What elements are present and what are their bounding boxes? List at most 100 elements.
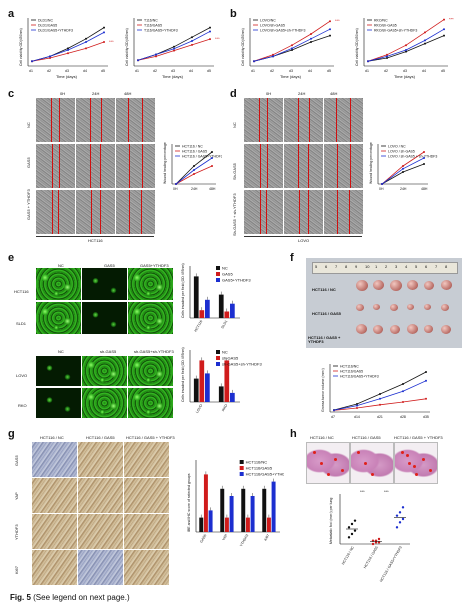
legend-swatch — [216, 278, 220, 282]
legend-label: RKO/sh-GAS5+sh-YTHDF3 — [374, 29, 417, 33]
x-tick-label: HCT116 / GAS5+YTHDF3 — [379, 545, 403, 582]
data-point — [379, 397, 381, 400]
wound-image — [244, 190, 283, 234]
wound-edge-line — [308, 98, 310, 142]
data-point — [379, 403, 381, 406]
bar — [224, 311, 230, 318]
data-point — [193, 173, 195, 175]
chart-b-1: d1 d2 d3 d4 d5 Time (days) Cell viability OD(4… — [241, 18, 340, 79]
wound-edge-line — [336, 98, 337, 142]
h-col-nc: HCT116 / NC — [310, 435, 334, 440]
figure-caption: Fig. 5 (See legend on next page.) — [10, 593, 130, 602]
x-tick-label: d2 — [153, 69, 157, 73]
metastatic-focus-marker — [415, 473, 418, 476]
x-tick-label: 24H — [191, 187, 198, 191]
wound-edge-line — [51, 98, 52, 142]
metastatic-focus-marker — [364, 462, 367, 465]
e-col-nc: NC — [58, 263, 64, 268]
wound-edge-line — [349, 190, 350, 234]
wound-edge-line — [141, 144, 143, 188]
ruler-number: 2 — [385, 264, 388, 269]
time-label-d-48h: 48H — [330, 91, 338, 96]
x-tick-label: d5 — [327, 69, 331, 73]
data-point — [353, 529, 357, 532]
e-row-hct116: HCT116 — [14, 289, 29, 294]
legend-label: LOVO / sh-GAS5 + sh-YTHDF3 — [388, 155, 437, 159]
tumor-specimen — [407, 280, 418, 290]
wound-edge-line — [129, 190, 130, 234]
data-point — [85, 47, 87, 50]
figure-caption-text: (See legend on next page.) — [33, 593, 130, 602]
wound-edge-line — [128, 144, 130, 188]
legend-swatch — [216, 272, 220, 276]
wound-edge-line — [267, 98, 268, 142]
row-label-d-shgas5-ythdf3: Sh-GAS5 + sh-YTHDF3 — [232, 193, 237, 236]
tumor-specimen — [356, 324, 367, 334]
e-row-lovo: LOVO — [16, 373, 28, 378]
significance-mark: *** — [360, 489, 365, 494]
wound-edge-line — [297, 98, 299, 142]
data-point — [211, 157, 213, 159]
bar — [199, 310, 205, 318]
transwell-image — [36, 268, 81, 300]
wound-edge-line — [59, 98, 60, 142]
legend-label: HCT116/GAS5 — [246, 466, 273, 471]
data-point — [402, 383, 404, 385]
y-axis-label: Cell viability OD(450nm) — [241, 28, 245, 66]
tumor-specimen — [390, 324, 400, 334]
bar — [229, 496, 234, 532]
wound-image — [36, 98, 75, 142]
data-point — [423, 157, 425, 159]
bar — [193, 378, 199, 402]
x-tick-label: HCT116 / NC — [341, 545, 355, 565]
data-point — [424, 39, 426, 42]
bar — [224, 360, 230, 402]
y-axis-label: Cells invaded per field (OD 495nm) — [181, 347, 185, 402]
row-label-d-shgas5: Sh-GAS5 — [232, 163, 237, 180]
data-point — [353, 519, 357, 522]
ruler-number: 5 — [315, 264, 318, 269]
data-point — [49, 57, 51, 59]
legend-label: HCT116/GAS5 — [340, 370, 363, 374]
wound-image — [76, 144, 115, 188]
ihc-image — [124, 442, 169, 477]
data-point — [356, 404, 358, 407]
wound-edge-line — [100, 98, 102, 142]
wound-image — [116, 190, 155, 234]
bar — [199, 517, 204, 532]
series-line — [31, 27, 105, 62]
wound-edge-line — [266, 144, 268, 188]
metastatic-focus-marker — [371, 473, 374, 476]
x-tick-label: d1 — [135, 69, 139, 73]
data-point — [137, 59, 139, 62]
data-point — [405, 44, 407, 47]
data-point — [386, 55, 388, 58]
data-point — [425, 379, 427, 382]
transwell-image — [128, 268, 173, 300]
x-axis-label: Time (days) — [162, 74, 184, 79]
data-point — [402, 167, 404, 170]
legend-label: sh-GAS5+sh-YTHDF3 — [222, 362, 262, 367]
bar — [241, 488, 246, 532]
data-point — [424, 42, 426, 45]
transwell-image — [82, 388, 127, 418]
y-axis-label: Cell viability OD(450nm) — [125, 28, 129, 66]
metastatic-focus-marker — [320, 462, 323, 465]
legend-label: RKO/NC — [374, 19, 388, 23]
x-tick-label: 24H — [400, 187, 407, 191]
chart-c: 0H 24H 48H Wound healing percentage HCT116 /… — [163, 142, 222, 191]
wound-edge-line — [141, 190, 142, 234]
g-row-ythdf3: YTHDF3 — [14, 524, 19, 540]
chart-a-2: d1 d2 d3 d4 d5 Time (days) Cell viability OD(4… — [125, 18, 220, 79]
data-point — [310, 33, 312, 35]
legend-swatch — [216, 266, 220, 270]
e-col-gas5-ythdf3: GAS5+YTHDF3 — [140, 263, 169, 268]
h-col-gas5: HCT116 / GAS5 — [352, 435, 381, 440]
g-col-gas5-ythdf3: HCT116 / GAS5 + YTHDF3 — [126, 435, 175, 440]
data-point — [173, 45, 175, 48]
bar — [230, 303, 235, 318]
data-point — [443, 34, 445, 37]
data-point — [386, 53, 388, 56]
x-tick-label: d2 — [270, 69, 274, 73]
panel-label-h: h — [290, 428, 297, 440]
